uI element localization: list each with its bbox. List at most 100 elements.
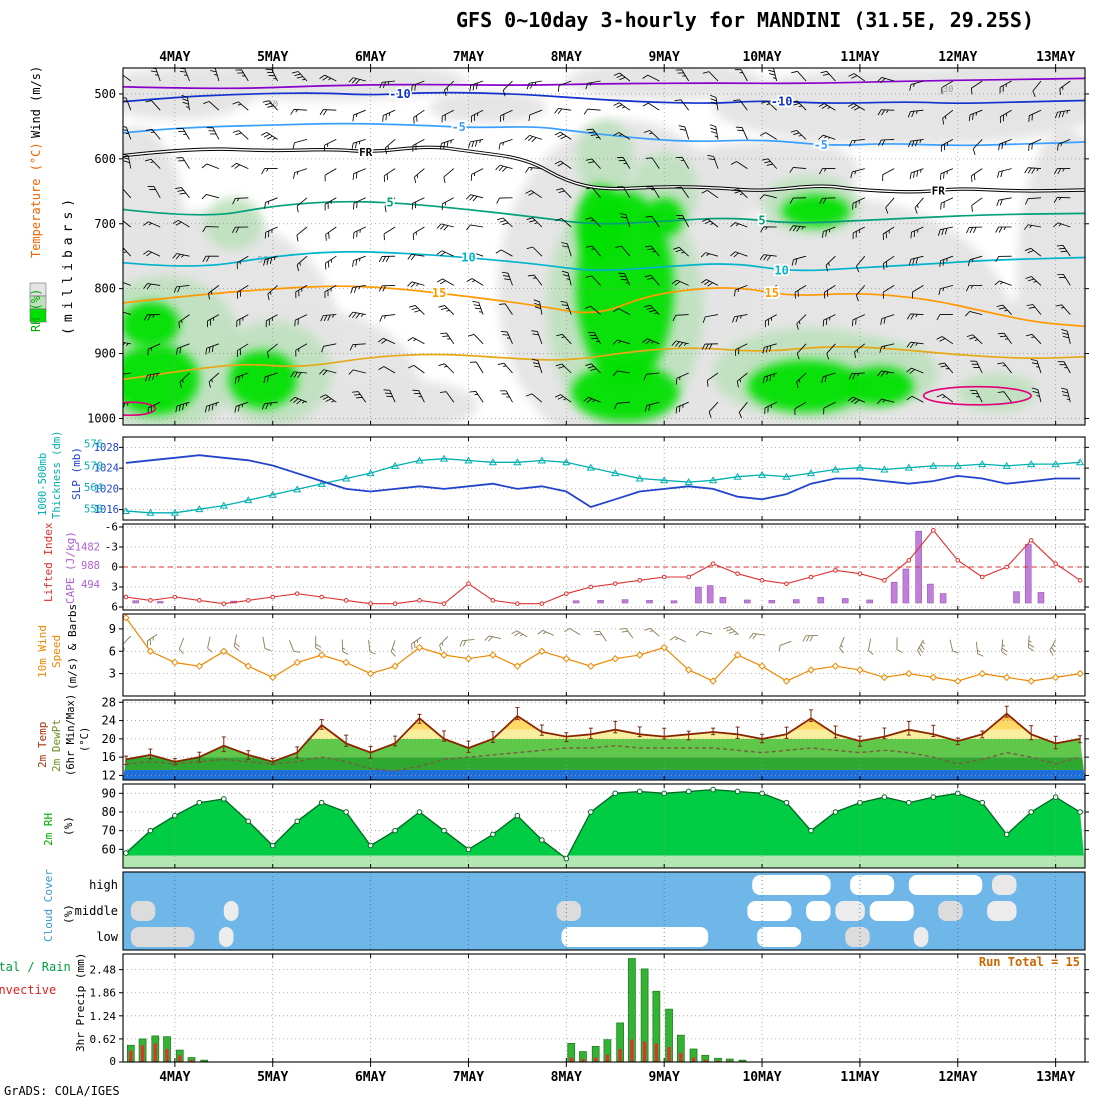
tick-label: -3 [105, 540, 118, 553]
tick-label: 0 [109, 1055, 116, 1068]
freezing-level-label: FR [359, 146, 373, 159]
axis-title: 2m DewPt [50, 719, 63, 772]
temp-bands [123, 713, 1085, 780]
date-label-bottom: 4MAY [159, 1070, 190, 1085]
tick-label: 576 [84, 439, 103, 451]
axis-title: (m/s) & Barbs [66, 604, 79, 690]
date-label-top: 13MAY [1036, 50, 1075, 65]
grads-credit: GrADS: COLA/IGES [4, 1084, 120, 1098]
pressure-tick: 700 [94, 217, 116, 231]
tick-label: 12 [102, 768, 116, 782]
temperature-contours [123, 77, 1085, 381]
precip-total-legend: Total / Rain [0, 960, 71, 974]
tick-label: 1024 [94, 463, 119, 475]
tick-label: 90 [102, 786, 116, 800]
cloud-row-label: middle [75, 904, 118, 918]
tick-label: 564 [84, 482, 103, 494]
pressure-tick: 900 [94, 347, 116, 361]
axis-title: 1000-500mb [37, 453, 49, 516]
date-label-top: 7MAY [453, 50, 484, 65]
axis-title: 10m Wind [36, 625, 49, 678]
axis-title: Wind (m/s) [29, 66, 43, 138]
pressure-tick: 500 [94, 87, 116, 101]
tick-label: 570 [84, 460, 103, 472]
tick-label: 0 [111, 561, 118, 574]
pressure-tick: 600 [94, 152, 116, 166]
contour-label: -10 [389, 87, 411, 101]
tick-label: 988 [81, 560, 100, 572]
tick-label: 50 [258, 256, 269, 266]
tick-label: 60 [102, 842, 116, 856]
tick-label: 3 [109, 667, 116, 681]
axis-title: Thickness (dm) [51, 430, 63, 519]
contour-label: 15 [432, 286, 446, 300]
chart-title: GFS 0~10day 3-hourly for MANDINI (31.5E,… [456, 8, 1034, 32]
date-label-top: 12MAY [938, 50, 977, 65]
cloud-row-label: high [89, 878, 118, 892]
precip-convective-legend: Convective [0, 983, 57, 997]
date-label-top: 10MAY [742, 50, 781, 65]
rh-shading-legend [29, 282, 47, 323]
date-label-bottom: 7MAY [453, 1070, 484, 1085]
date-label-top: 6MAY [355, 50, 386, 65]
date-label-bottom: 5MAY [257, 1070, 288, 1085]
date-label-bottom: 11MAY [840, 1070, 879, 1085]
axis-title: 2m RH [42, 813, 55, 846]
tick-label: 494 [81, 579, 100, 591]
pressure-tick: 800 [94, 282, 116, 296]
tick-label: -6 [105, 520, 118, 533]
contour-label: -10 [771, 94, 793, 108]
cloud-patches [130, 875, 1017, 947]
tick-label: 70 [102, 824, 116, 838]
tick-label: 9 [109, 622, 116, 636]
tick-label: 3 [111, 581, 118, 594]
tick-label: 1.24 [90, 1010, 117, 1023]
contour-label: -5 [814, 138, 828, 152]
run-total-label: Run Total = 15 [979, 955, 1080, 969]
tick-label: 20 [102, 732, 116, 746]
date-label-bottom: 12MAY [938, 1070, 977, 1085]
tick-label: 6 [109, 644, 116, 658]
axis-title: (°C) [79, 727, 91, 752]
axis-title: RH (%) [29, 289, 43, 332]
panel-wind10m: 3 6 9 [109, 613, 1089, 697]
tick-label: 1.86 [90, 987, 117, 1000]
contour-label: 5 [387, 196, 394, 210]
axis-title: (6hr Min/Max) [65, 694, 77, 776]
freezing-level-label: FR [932, 184, 946, 197]
date-label-top: 11MAY [840, 50, 879, 65]
cloud-row-label: low [96, 930, 118, 944]
axis-title: (%) [62, 904, 75, 924]
date-label-top: 8MAY [551, 50, 582, 65]
date-label-bottom: 9MAY [649, 1070, 680, 1085]
date-label-bottom: 6MAY [355, 1070, 386, 1085]
tick-label: 1028 [94, 442, 119, 454]
tick-label: 2.48 [90, 964, 117, 977]
panel-slp-thickness: 1016 1020 1024 1028 558 564 570 576 [84, 436, 1089, 521]
contour-label: -5 [451, 120, 465, 134]
date-label-bottom: 10MAY [742, 1070, 781, 1085]
tick-label: 558 [84, 504, 103, 516]
tick-label: 24 [102, 714, 116, 728]
tick-label: 16 [102, 750, 116, 764]
contour-label: 15 [765, 286, 779, 300]
axis-title: 2m Temp [36, 722, 49, 768]
wind-barbs-upper [123, 68, 1071, 419]
axis-title: (millibars) [61, 194, 76, 335]
tick-label: 1482 [75, 541, 100, 553]
axis-title: Lifted Index [42, 522, 55, 602]
axis-title: 3hr Precip (mm) [74, 953, 87, 1052]
panel-precip: 0 0.62 1.24 1.86 2.48 Run Total = 15 [90, 953, 1089, 1068]
panel-li-cape: -6 -3 0 3 6 494 988 1482 [75, 520, 1089, 614]
contour-label: 10 [461, 251, 475, 265]
date-label-top: 5MAY [257, 50, 288, 65]
date-label-top: 9MAY [649, 50, 680, 65]
tick-label: 1016 [94, 504, 119, 516]
contour-label: 5 [758, 214, 765, 228]
tick-label: 80 [102, 805, 116, 819]
tick-label: 1020 [94, 483, 119, 495]
axis-title: Temperature (°C) [29, 142, 43, 258]
